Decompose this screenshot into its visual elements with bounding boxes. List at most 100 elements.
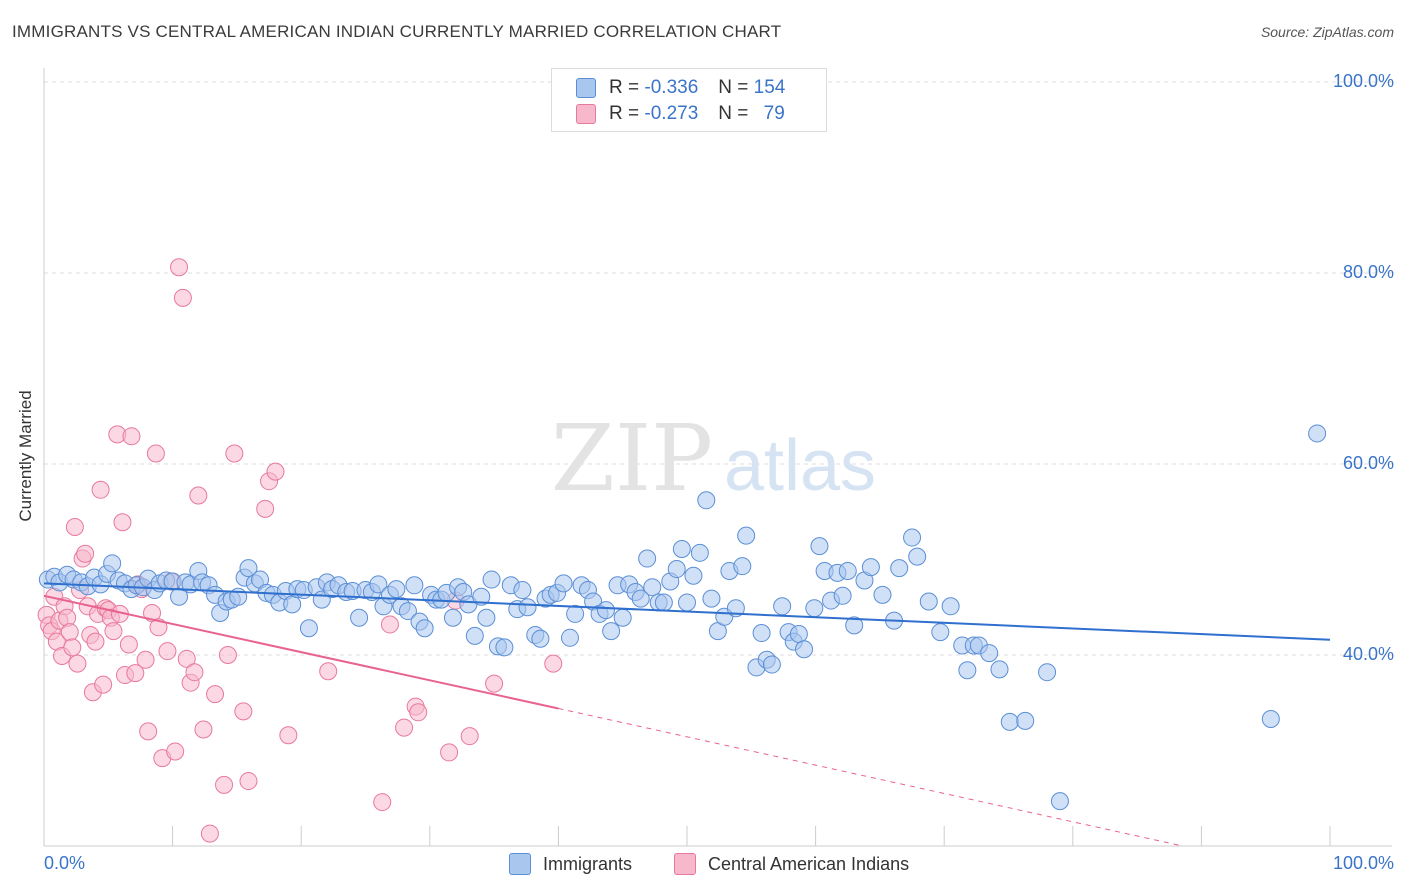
data-point-central-american-indians <box>122 427 141 446</box>
data-point-immigrants <box>789 624 808 643</box>
data-point-immigrants <box>560 628 579 647</box>
data-point-immigrants <box>531 629 550 648</box>
data-point-central-american-indians <box>113 513 132 532</box>
data-point-central-american-indians <box>440 743 459 762</box>
data-point-central-american-indians <box>256 499 275 518</box>
data-point-immigrants <box>465 626 484 645</box>
bottom-legend-swatch-central-american-indians <box>674 853 696 875</box>
data-point-central-american-indians <box>136 650 155 669</box>
data-point-immigrants <box>495 638 514 657</box>
data-point-immigrants <box>908 547 927 566</box>
watermark-atlas: atlas <box>724 426 876 506</box>
data-point-immigrants <box>752 624 771 643</box>
bottom-legend-central-american-indians[interactable]: Central American Indians <box>674 852 909 876</box>
data-point-immigrants <box>638 549 657 568</box>
data-point-immigrants <box>690 543 709 562</box>
data-point-immigrants <box>239 559 258 578</box>
bottom-legend-immigrants[interactable]: Immigrants <box>509 852 632 876</box>
data-point-central-american-indians <box>380 615 399 634</box>
x-tick-label-min: 0.0% <box>44 853 86 873</box>
data-point-immigrants <box>602 622 621 641</box>
data-point-immigrants <box>554 574 573 593</box>
data-point-immigrants <box>684 566 703 585</box>
axes <box>43 68 1392 847</box>
bottom-legend-label: Immigrants <box>543 853 633 874</box>
data-point-immigrants <box>299 619 318 638</box>
data-point-central-american-indians <box>170 258 189 277</box>
y-tick-label: 40.0% <box>1342 644 1394 664</box>
watermark-zip: ZIP <box>551 405 713 512</box>
zipatlas-watermark: ZIP atlas <box>551 405 876 512</box>
data-point-immigrants <box>654 593 673 612</box>
data-point-central-american-indians <box>373 793 392 812</box>
data-point-immigrants <box>1261 709 1280 728</box>
data-point-immigrants <box>387 580 406 599</box>
legend-swatch-central-american-indians <box>576 104 596 124</box>
trend-line-central-american-indians <box>43 594 559 710</box>
data-point-immigrants <box>958 661 977 680</box>
legend-r-label: R = <box>609 77 640 98</box>
data-point-central-american-indians <box>185 663 204 682</box>
data-point-immigrants <box>1000 712 1019 731</box>
data-point-central-american-indians <box>218 646 237 664</box>
trend-lines <box>43 582 1331 846</box>
data-point-immigrants <box>737 526 756 545</box>
data-point-immigrants <box>838 561 857 580</box>
data-point-central-american-indians <box>119 635 138 654</box>
data-point-central-american-indians <box>86 632 105 651</box>
data-point-central-american-indians <box>279 726 298 745</box>
data-point-immigrants <box>697 491 716 510</box>
data-point-immigrants <box>1038 663 1057 682</box>
data-point-central-american-indians <box>544 654 563 673</box>
data-point-central-american-indians <box>94 675 113 694</box>
legend-n-label: N = <box>718 103 749 124</box>
data-point-central-american-indians <box>206 685 225 704</box>
data-point-central-american-indians <box>177 649 196 668</box>
data-point-immigrants <box>873 585 892 604</box>
data-point-central-american-indians <box>149 618 168 637</box>
data-point-immigrants <box>482 570 501 589</box>
data-point-immigrants <box>566 604 585 623</box>
legend-swatch-immigrants <box>576 78 596 98</box>
data-point-immigrants <box>845 616 864 635</box>
data-point-immigrants <box>643 578 662 597</box>
data-point-central-american-indians <box>76 544 95 563</box>
data-point-immigrants <box>472 587 491 606</box>
data-point-immigrants <box>443 608 462 627</box>
data-point-central-american-indians <box>485 674 504 693</box>
data-point-central-american-indians <box>139 722 158 741</box>
data-point-central-american-indians <box>200 824 219 843</box>
data-point-immigrants <box>919 592 938 611</box>
data-point-immigrants <box>941 597 960 616</box>
data-point-central-american-indians <box>65 518 84 537</box>
legend-n-label: N = <box>718 77 749 98</box>
bottom-legend-swatch-immigrants <box>509 853 531 875</box>
legend-r-value: -0.336 <box>644 77 699 98</box>
data-point-central-american-indians <box>215 775 234 794</box>
data-point-immigrants <box>477 608 496 627</box>
data-point-immigrants <box>103 554 122 573</box>
data-point-central-american-indians <box>460 727 479 746</box>
data-point-central-american-indians <box>146 444 165 463</box>
legend-r-value: -0.273 <box>644 103 699 124</box>
data-point-central-american-indians <box>189 486 208 505</box>
data-point-central-american-indians <box>409 703 428 722</box>
data-point-immigrants <box>762 655 781 674</box>
data-point-immigrants <box>369 575 388 594</box>
data-point-central-american-indians <box>225 444 244 463</box>
data-point-immigrants <box>931 623 950 642</box>
data-point-immigrants <box>678 593 696 612</box>
legend-n-value: 154 <box>753 77 786 98</box>
y-tick-label: 80.0% <box>1342 262 1394 282</box>
data-point-immigrants <box>805 599 824 618</box>
data-point-immigrants <box>861 558 880 577</box>
trend-line-immigrants <box>43 582 1331 641</box>
chart-title: IMMIGRANTS VS CENTRAL AMERICAN INDIAN CU… <box>12 22 782 41</box>
bottom-legend-label: Central American Indians <box>708 853 910 874</box>
data-point-central-american-indians <box>234 702 253 721</box>
source-label: Source: ZipAtlas.com <box>1260 24 1394 40</box>
data-point-central-american-indians <box>158 642 177 661</box>
data-point-central-american-indians <box>266 462 285 481</box>
data-point-immigrants <box>513 581 532 600</box>
